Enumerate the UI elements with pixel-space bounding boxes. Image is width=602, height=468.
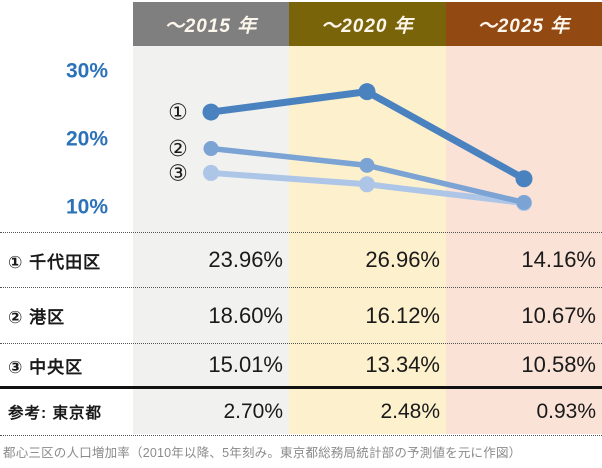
population-growth-line-chart: 30% 20% 10% ③② ①	[66, 60, 533, 219]
value-cell: 16.12%	[365, 302, 440, 328]
y-axis-tick: 30%	[66, 60, 108, 83]
population-table: ① 千代田区 23.96% 26.96% 14.16% ② 港区 18.60% …	[0, 232, 602, 436]
period-header-2020: ～2020 年	[289, 2, 446, 46]
value-cell: 23.96%	[208, 247, 283, 272]
row-label: ② 港区	[8, 308, 66, 327]
value-cell: 26.96%	[365, 247, 440, 272]
period-header-2025: ～2025 年	[446, 2, 602, 46]
value-cell: 0.93%	[536, 400, 596, 423]
data-point-港区	[516, 194, 532, 210]
source-caption: 都心三区の人口増加率（2010年以降、5年刻み。東京都総務局統計部の予測値を元に…	[3, 446, 522, 460]
period-header-2015: ～2015 年	[133, 2, 289, 46]
value-cell: 14.16%	[521, 247, 596, 272]
data-point-千代田区	[358, 83, 376, 101]
row-label: ① 千代田区	[8, 252, 102, 272]
y-axis-tick: 10%	[66, 196, 108, 219]
table-row-reference-tokyo: 参考: 東京都 2.70% 2.48% 0.93%	[0, 386, 602, 435]
value-cell: 13.34%	[365, 352, 440, 377]
data-point-港区	[203, 141, 219, 157]
column-tint-2025	[446, 2, 602, 434]
value-cell: 10.67%	[521, 302, 596, 328]
data-point-中央区	[359, 176, 375, 193]
table-row: ① 千代田区 23.96% 26.96% 14.16%	[0, 232, 602, 287]
row-label: 参考: 東京都	[8, 405, 102, 422]
data-point-千代田区	[202, 103, 220, 121]
value-cell: 18.60%	[208, 302, 283, 328]
value-cell: 2.70%	[223, 400, 283, 423]
row-label: ③ 中央区	[8, 357, 84, 377]
column-tint-2020	[289, 2, 446, 434]
data-point-千代田区	[515, 170, 533, 188]
data-point-港区	[359, 157, 375, 173]
value-cell: 15.01%	[208, 352, 283, 377]
value-cell: 2.48%	[380, 400, 440, 423]
table-row: ③ 中央区 15.01% 13.34% 10.58%	[0, 343, 602, 386]
series-marker-label-港区: ②	[168, 136, 188, 161]
table-row: ② 港区 18.60% 16.12% 10.67%	[0, 287, 602, 343]
series-marker-label-千代田区: ①	[168, 100, 188, 125]
series-marker-label-中央区: ③	[168, 160, 188, 185]
column-tint-2015	[133, 2, 289, 434]
value-cell: 10.58%	[521, 352, 596, 377]
y-axis-tick: 20%	[66, 128, 108, 151]
data-point-中央区	[203, 164, 219, 181]
